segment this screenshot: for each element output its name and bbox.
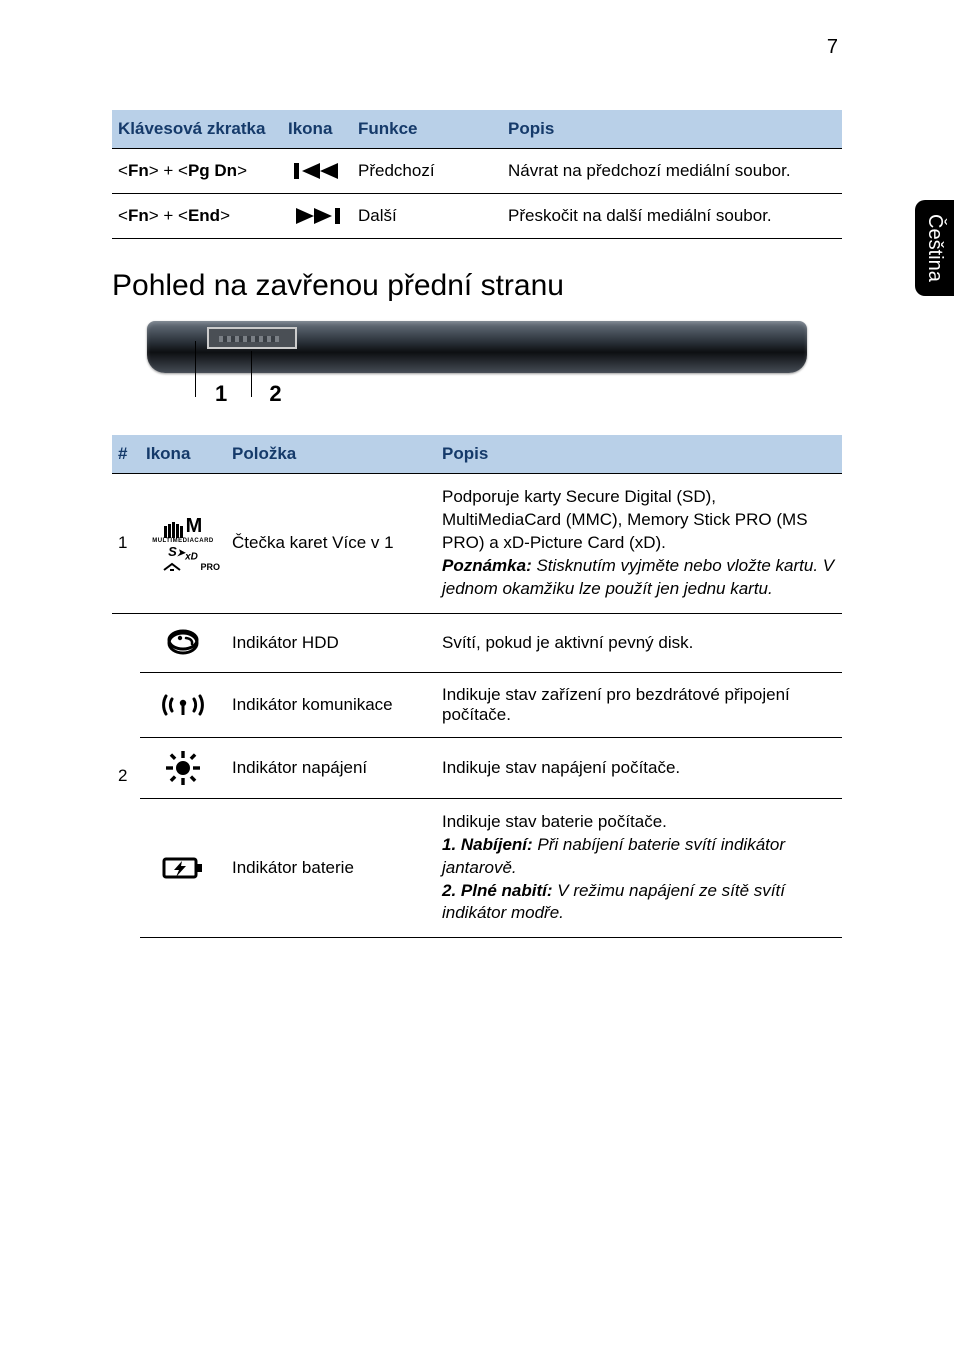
th-item: Položka <box>226 435 436 474</box>
cell-num: 1 <box>112 474 140 614</box>
language-tab: Čeština <box>915 200 954 296</box>
section-heading: Pohled na zavřenou přední stranu <box>112 269 842 303</box>
hdd-icon <box>140 613 226 672</box>
callout-1: 1 <box>215 381 227 407</box>
th-hash: # <box>112 435 140 474</box>
desc-text: Podporuje karty Secure Digital (SD), Mul… <box>442 487 808 552</box>
callout-2: 2 <box>269 381 281 407</box>
next-track-icon <box>282 194 352 239</box>
full-label: 2. Plné nabití: <box>442 881 553 900</box>
cell-item: Indikátor napájení <box>226 737 436 798</box>
battery-icon <box>140 798 226 938</box>
th-desc: Popis <box>502 110 842 149</box>
page-content: Klávesová zkratka Ikona Funkce Popis <Fn… <box>112 110 842 938</box>
th-desc: Popis <box>436 435 842 474</box>
cell-item: Indikátor komunikace <box>226 672 436 737</box>
callout-line <box>195 341 196 397</box>
th-shortcut: Klávesová zkratka <box>112 110 282 149</box>
th-icon: Ikona <box>140 435 226 474</box>
desc-intro: Indikuje stav baterie počítače. <box>442 812 667 831</box>
cell-func: Další <box>352 194 502 239</box>
cell-shortcut: <Fn> + <Pg Dn> <box>112 149 282 194</box>
cell-desc: Indikuje stav zařízení pro bezdrátové př… <box>436 672 842 737</box>
th-icon: Ikona <box>282 110 352 149</box>
table-row: 2 Indikátor HDD Svítí, pokud je aktivní … <box>112 613 842 672</box>
cell-func: Předchozí <box>352 149 502 194</box>
front-components-table: # Ikona Položka Popis 1 <box>112 435 842 938</box>
cell-desc: Indikuje stav baterie počítače. 1. Nabíj… <box>436 798 842 938</box>
power-icon <box>140 737 226 798</box>
closed-front-figure: 1 2 <box>147 321 807 407</box>
card-slot-highlight <box>207 327 297 349</box>
callout-line <box>251 351 252 397</box>
table-row: Indikátor komunikace Indikuje stav zaříz… <box>112 672 842 737</box>
cell-desc: Indikuje stav napájení počítače. <box>436 737 842 798</box>
note-label: Poznámka: <box>442 556 532 575</box>
cell-shortcut: <Fn> + <End> <box>112 194 282 239</box>
hotkeys-table: Klávesová zkratka Ikona Funkce Popis <Fn… <box>112 110 842 239</box>
page-number: 7 <box>827 36 838 59</box>
cell-desc: Podporuje karty Secure Digital (SD), Mul… <box>436 474 842 614</box>
cell-item: Indikátor HDD <box>226 613 436 672</box>
multicard-icon: M MULTIMEDIACARD S➤xD PRO <box>140 474 226 614</box>
table-row: <Fn> + <End> Další Přeskočit na další me… <box>112 194 842 239</box>
table-row: Indikátor baterie Indikuje stav baterie … <box>112 798 842 938</box>
table-row: <Fn> + <Pg Dn> Předchozí Návrat na předc… <box>112 149 842 194</box>
cell-item: Čtečka karet Více v 1 <box>226 474 436 614</box>
table-row: Indikátor napájení Indikuje stav napájen… <box>112 737 842 798</box>
laptop-front-edge <box>147 321 807 373</box>
cell-desc: Návrat na předchozí mediální soubor. <box>502 149 842 194</box>
th-func: Funkce <box>352 110 502 149</box>
cell-desc: Svítí, pokud je aktivní pevný disk. <box>436 613 842 672</box>
charging-label: 1. Nabíjení: <box>442 835 533 854</box>
cell-desc: Přeskočit na další mediální soubor. <box>502 194 842 239</box>
prev-track-icon <box>282 149 352 194</box>
cell-item: Indikátor baterie <box>226 798 436 938</box>
wireless-icon <box>140 672 226 737</box>
table-row: 1 M MULTIMEDIACARD S➤xD <box>112 474 842 614</box>
cell-num: 2 <box>112 613 140 938</box>
